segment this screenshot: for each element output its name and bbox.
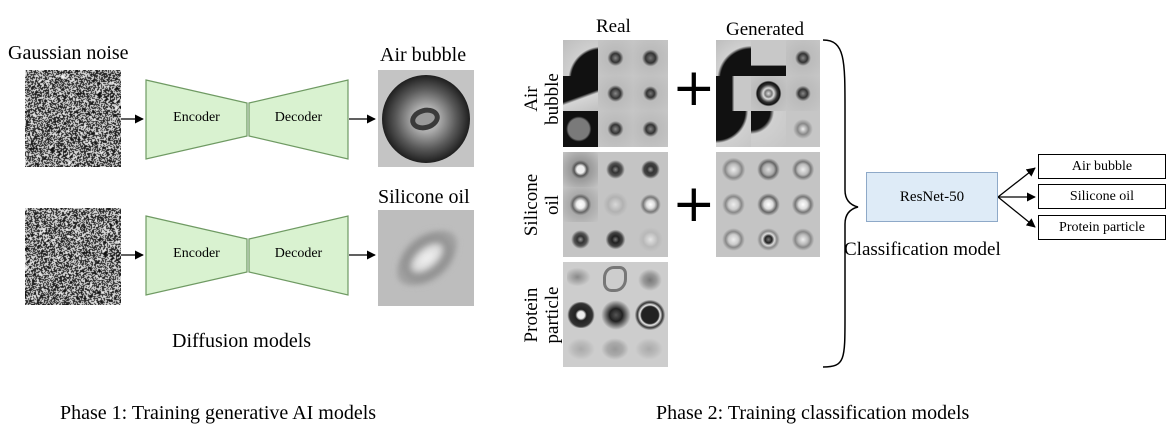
decoder-label-top: Decoder xyxy=(274,110,323,125)
phase1-caption: Phase 1: Training generative AI models xyxy=(60,402,377,424)
decoder-block-bottom xyxy=(248,215,349,296)
encoder-label-top: Encoder xyxy=(173,110,220,125)
generated-silicone-oil-samples xyxy=(716,152,820,257)
air-bubble-generated-image xyxy=(378,70,474,167)
silicone-oil-output-label: Silicone oil xyxy=(378,186,470,208)
real-air-bubble-samples xyxy=(563,40,668,147)
gaussian-noise-label: Gaussian noise xyxy=(8,42,129,64)
row-label-protein-particle: Protein particle xyxy=(521,286,563,344)
air-bubble-output-label: Air bubble xyxy=(380,44,467,66)
encoder-block-top xyxy=(145,79,248,160)
phase2-caption: Phase 2: Training classification models xyxy=(656,402,970,424)
plus-sign-air-bubble: + xyxy=(672,58,716,118)
real-protein-particle-samples xyxy=(563,262,668,367)
real-column-header: Real xyxy=(596,16,631,37)
diffusion-models-label: Diffusion models xyxy=(172,330,312,352)
gaussian-noise-image-top xyxy=(25,70,121,167)
arrow-to-air-bubble xyxy=(997,167,1036,198)
row-label-air-bubble: Air bubble xyxy=(521,73,563,125)
gaussian-noise-image-bottom xyxy=(25,208,121,305)
real-silicone-oil-samples xyxy=(563,152,668,257)
curly-brace xyxy=(822,39,859,368)
classification-model-label: Classification model xyxy=(844,239,1001,260)
plus-sign-silicone-oil: + xyxy=(672,174,716,234)
row-label-silicone-oil: Silicone oil xyxy=(521,173,563,237)
encoder-block-bottom xyxy=(145,215,248,296)
output-class-protein-particle: Protein particle xyxy=(1038,215,1166,240)
resnet-50-box: ResNet-50 xyxy=(866,172,998,222)
generated-column-header: Generated xyxy=(726,19,805,40)
encoder-label-bottom: Encoder xyxy=(173,246,220,261)
output-class-silicone-oil: Silicone oil xyxy=(1038,184,1166,209)
decoder-label-bottom: Decoder xyxy=(274,246,323,261)
generated-air-bubble-samples xyxy=(716,40,820,147)
decoder-block-top xyxy=(248,79,349,160)
output-class-air-bubble: Air bubble xyxy=(1038,154,1166,179)
silicone-oil-generated-image xyxy=(378,210,474,306)
arrow-to-protein-particle xyxy=(997,196,1036,228)
